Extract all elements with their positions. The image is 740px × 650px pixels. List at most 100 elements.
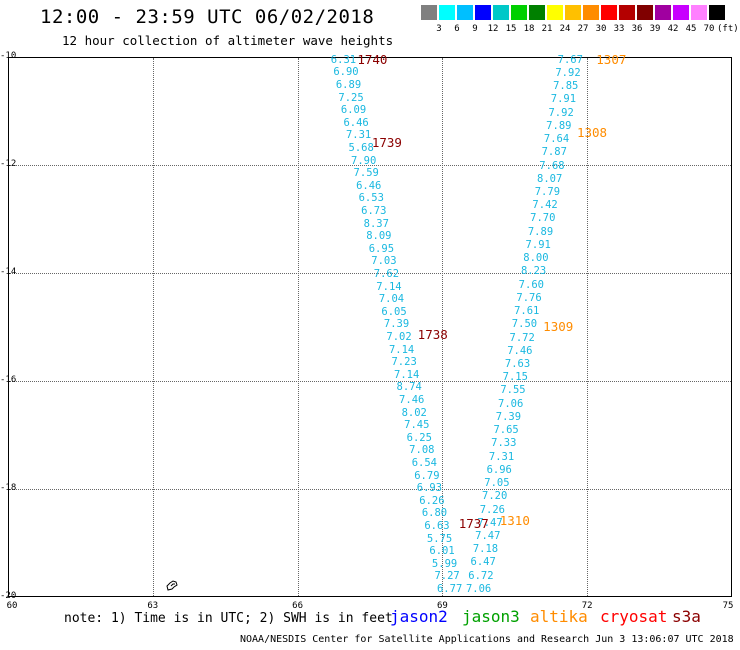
wave-height-value: 7.02: [386, 330, 412, 343]
wave-height-value: 6.46: [343, 116, 369, 129]
wave-height-value: 7.50: [511, 318, 538, 331]
scale-label: 42: [667, 24, 679, 34]
units-note: note: 1) Time is in UTC; 2) SWH is in fe…: [64, 611, 393, 626]
wave-height-value: 5.68: [348, 141, 374, 154]
wave-height-value: 7.33: [491, 437, 517, 450]
wave-height-value: 7.08: [409, 444, 435, 457]
pass-time-label: 1739: [371, 135, 402, 151]
wave-height-value: 7.87: [541, 146, 567, 159]
wave-height-value: 6.79: [414, 469, 440, 482]
wave-height-value: 7.89: [546, 119, 572, 132]
wave-height-value: 6.05: [381, 305, 407, 318]
wave-height-value: 5.75: [426, 532, 453, 545]
map-plot-area[interactable]: [8, 57, 732, 597]
map-title: 12:00 - 23:59 UTC 06/02/2018: [40, 6, 375, 28]
scale-label: 15: [505, 24, 517, 34]
latitude-tick-label: -16: [0, 375, 17, 385]
satellite-legend-jason3: jason3: [462, 607, 520, 626]
wave-height-value: 7.60: [518, 278, 544, 291]
scale-unit: (ft): [717, 24, 739, 34]
wave-height-value: 7.55: [500, 384, 526, 397]
latitude-gridline: [9, 165, 731, 166]
satellite-legend-jason2: jason2: [390, 607, 448, 626]
wave-height-value: 7.14: [394, 368, 420, 381]
scale-swatch: [421, 5, 437, 20]
scale-label: 39: [649, 24, 661, 34]
scale-label: 9: [472, 24, 478, 34]
wave-height-value: 6.95: [368, 242, 395, 255]
wave-height-value: 6.90: [333, 66, 359, 79]
wave-height-value: 7.20: [481, 490, 508, 503]
scale-label: 6: [454, 24, 460, 34]
scale-label: 30: [595, 24, 607, 34]
latitude-tick-label: -14: [0, 267, 17, 277]
wave-height-value: 6.46: [356, 179, 382, 192]
longitude-tick-label: 75: [722, 601, 734, 611]
wave-height-value: 7.39: [383, 318, 410, 331]
wave-height-value: 6.47: [470, 556, 496, 569]
scale-swatch: [493, 5, 509, 20]
wave-height-value: 7.42: [532, 199, 558, 212]
island-outline: [166, 580, 178, 591]
wave-height-value: 7.68: [539, 159, 565, 172]
wave-height-value: 7.27: [434, 570, 460, 583]
latitude-gridline: [9, 489, 731, 490]
scale-swatch: [709, 5, 725, 20]
wave-height-value: 7.04: [378, 293, 405, 306]
wave-height-value: 8.09: [366, 230, 392, 243]
wave-height-value: 7.18: [472, 543, 499, 556]
scale-swatch: [565, 5, 581, 20]
longitude-tick-label: 72: [581, 601, 593, 611]
scale-label: 24: [559, 24, 571, 34]
longitude-gridline: [152, 58, 154, 596]
credit-line: NOAA/NESDIS Center for Satellite Applica…: [240, 634, 734, 645]
pass-time-label: 1737: [458, 516, 489, 532]
wave-height-value: 7.59: [353, 167, 379, 180]
scale-swatch: [619, 5, 635, 20]
wave-height-value: 6.26: [419, 494, 445, 507]
longitude-tick-label: 60: [6, 601, 18, 611]
scale-label: 33: [613, 24, 625, 34]
wave-height-value: 7.90: [351, 154, 377, 167]
wave-height-value: 7.72: [509, 331, 535, 344]
wave-height-value: 6.31: [330, 53, 357, 66]
wave-height-value: 7.25: [338, 91, 364, 104]
wave-height-value: 7.31: [345, 129, 372, 142]
wave-height-value: 5.99: [431, 557, 458, 570]
wave-height-value: 7.23: [391, 356, 417, 369]
wave-height-value: 6.77: [436, 582, 463, 595]
wave-height-value: 6.73: [361, 204, 387, 217]
wave-height-value: 6.01: [429, 545, 455, 558]
wave-height-value: 7.47: [477, 516, 503, 529]
scale-label: 12: [487, 24, 499, 34]
scale-swatch: [475, 5, 491, 20]
map-subtitle: 12 hour collection of altimeter wave hei…: [62, 33, 394, 48]
wave-height-value: 7.06: [498, 397, 524, 410]
wave-height-value: 7.14: [376, 280, 402, 293]
scale-swatch: [439, 5, 455, 20]
wave-height-value: 7.26: [479, 503, 505, 516]
wave-height-value: 7.31: [488, 450, 515, 463]
wave-height-value: 6.80: [421, 507, 448, 520]
scale-swatch: [547, 5, 563, 20]
scale-swatch: [637, 5, 653, 20]
latitude-tick-label: -20: [0, 591, 17, 601]
pass-time-label: 1310: [499, 513, 530, 529]
wave-height-value: 6.53: [358, 192, 384, 205]
pass-time-label: 1309: [543, 319, 574, 334]
wave-height-value: 8.00: [523, 252, 549, 265]
latitude-gridline: [9, 273, 731, 274]
wave-height-value: 8.74: [396, 381, 422, 394]
wave-height-value: 8.07: [537, 172, 563, 185]
wave-height-value: 7.47: [475, 529, 501, 542]
satellite-legend-s3a: s3a: [672, 607, 701, 626]
wave-height-value: 7.92: [548, 106, 574, 119]
wave-height-value: 7.85: [553, 80, 579, 93]
wave-height-value: 7.03: [371, 255, 397, 268]
wave-height-value: 6.72: [468, 569, 494, 582]
longitude-tick-label: 66: [292, 601, 304, 611]
wave-height-value: 7.91: [525, 238, 551, 251]
wave-height-value: 7.06: [465, 582, 492, 595]
latitude-tick-label: -18: [0, 483, 17, 493]
scale-label: 21: [541, 24, 553, 34]
